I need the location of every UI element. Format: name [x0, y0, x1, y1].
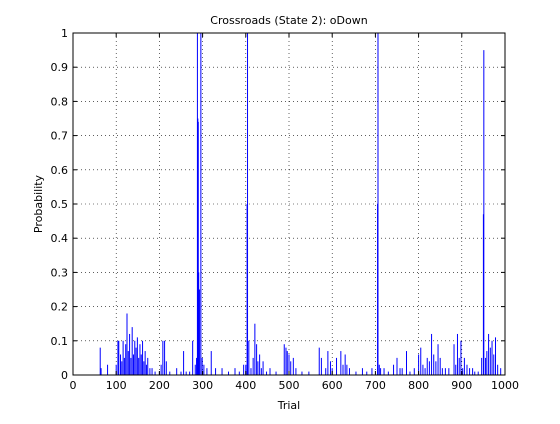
y-tick-label: 0.2 [51, 301, 69, 314]
y-tick-label: 1 [61, 27, 68, 40]
x-tick-label: 0 [70, 379, 77, 392]
x-tick-label: 300 [192, 379, 213, 392]
x-tick-label: 100 [106, 379, 127, 392]
y-tick-label: 0.7 [51, 130, 69, 143]
x-tick-label: 900 [451, 379, 472, 392]
y-tick-label: 0.5 [51, 198, 69, 211]
x-tick-label: 400 [235, 379, 256, 392]
y-axis-title: Probability [32, 174, 45, 233]
x-tick-label: 700 [365, 379, 386, 392]
y-tick-label: 0.6 [51, 164, 69, 177]
x-axis-title: Trial [277, 399, 300, 412]
y-tick-label: 0.4 [51, 232, 69, 245]
x-tick-label: 1000 [491, 379, 519, 392]
y-tick-label: 0 [61, 369, 68, 382]
y-tick-label: 0.9 [51, 61, 69, 74]
chart-title: Crossroads (State 2): oDown [210, 14, 367, 27]
x-tick-label: 200 [149, 379, 170, 392]
grid-lines [73, 33, 505, 375]
axis-ticks: 0 100 200 300 400 500 600 700 800 900 1000 0 0.1 0.2 0… [51, 27, 520, 392]
y-tick-label: 0.8 [51, 95, 69, 108]
y-tick-label: 0.3 [51, 266, 69, 279]
x-tick-label: 800 [408, 379, 429, 392]
x-tick-label: 600 [322, 379, 343, 392]
x-tick-label: 500 [279, 379, 300, 392]
y-tick-label: 0.1 [51, 335, 69, 348]
